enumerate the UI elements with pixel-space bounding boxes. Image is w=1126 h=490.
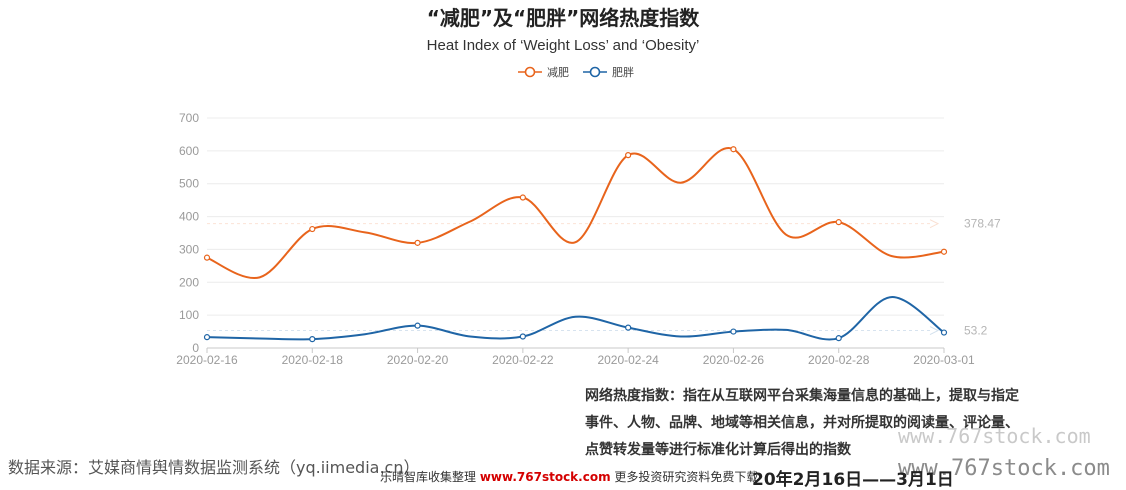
series-line-weight-loss	[206, 147, 945, 280]
note-line: 网络热度指数：指在从互联网平台采集海量信息的基础上，提取与指定	[585, 388, 1019, 404]
footer-suffix: 更多投资研究资料免费下载	[614, 470, 759, 484]
average-arrow	[929, 326, 940, 335]
y-tick-label: 100	[179, 308, 199, 322]
data-point[interactable]	[625, 152, 632, 159]
data-point[interactable]	[414, 322, 421, 329]
y-tick-label: 0	[192, 341, 199, 355]
x-tick-label: 2020-02-26	[703, 353, 765, 367]
y-axis: 0 100 200 300 400 500 600 700	[179, 111, 199, 355]
data-point[interactable]	[203, 334, 211, 341]
footer-brand-link[interactable]: www.767stock.com	[479, 470, 611, 484]
watermark-text: www.767stock.com	[898, 456, 1110, 481]
series-line-obesity	[206, 296, 945, 341]
legend-label: 肥胖	[612, 66, 634, 79]
x-tick-label: 2020-03-01	[913, 353, 975, 367]
chart-title: “减肥”及“肥胖”网络热度指数	[426, 6, 700, 30]
data-point[interactable]	[940, 248, 948, 255]
chart-subtitle: Heat Index of ‘Weight Loss’ and ‘Obesity…	[426, 37, 700, 54]
note-line: 点赞转发量等进行标准化计算后得出的指数	[585, 442, 851, 458]
data-point[interactable]	[309, 336, 316, 343]
x-tick-label: 2020-02-22	[492, 353, 554, 367]
x-tick-label: 2020-02-24	[597, 353, 659, 367]
legend-label: 减肥	[547, 66, 569, 79]
grid	[207, 117, 944, 349]
series-group	[203, 146, 948, 343]
legend-item[interactable]: 减肥	[518, 66, 569, 79]
legend-item[interactable]: 肥胖	[583, 66, 634, 79]
data-point[interactable]	[519, 194, 526, 201]
data-point[interactable]	[203, 254, 211, 261]
data-point[interactable]	[835, 335, 842, 342]
data-point[interactable]	[309, 225, 316, 233]
y-tick-label: 200	[179, 275, 199, 289]
average-arrow	[929, 219, 940, 229]
y-tick-label: 400	[179, 210, 199, 224]
data-point[interactable]	[414, 239, 421, 246]
data-point[interactable]	[519, 333, 526, 340]
x-axis: 2020-02-16 2020-02-18 2020-02-20 2020-02-22…	[176, 348, 975, 367]
x-tick-label: 2020-02-18	[282, 353, 344, 367]
y-tick-label: 600	[179, 144, 199, 158]
legend[interactable]: 减肥 肥胖	[518, 66, 634, 79]
note-line: 事件、人物、品牌、地域等相关信息，并对所提取的阅读量、评论量、	[585, 415, 1019, 431]
legend-marker	[589, 66, 601, 78]
data-point[interactable]	[730, 328, 737, 335]
data-point[interactable]	[730, 146, 737, 153]
data-point[interactable]	[625, 324, 632, 331]
x-tick-label: 2020-02-20	[387, 353, 449, 367]
watermark-text: www.767stock.com	[898, 424, 1091, 448]
data-point[interactable]	[835, 219, 842, 226]
y-tick-label: 500	[179, 177, 199, 191]
footer-note: 乐晴智库收集整理 www.767stock.com 更多投资研究资料免费下载	[380, 468, 758, 485]
data-point[interactable]	[940, 329, 948, 336]
average-label: 53.2	[964, 324, 988, 338]
average-lines: 378.47 53.2	[207, 217, 1001, 338]
data-source: 数据来源：艾媒商情舆情数据监测系统（yq.iimedia.cn）	[8, 458, 420, 477]
y-tick-label: 700	[179, 111, 199, 125]
x-tick-label: 2020-02-16	[176, 353, 238, 367]
average-label: 378.47	[964, 217, 1001, 231]
legend-marker	[524, 66, 536, 78]
date-range: 20年2月16日——3月1日	[752, 470, 954, 490]
index-definition-note: 网络热度指数：指在从互联网平台采集海量信息的基础上，提取与指定 事件、人物、品牌…	[585, 383, 1125, 464]
x-tick-label: 2020-02-28	[808, 353, 870, 367]
y-tick-label: 300	[179, 242, 199, 256]
footer-prefix: 乐晴智库收集整理	[380, 470, 477, 484]
